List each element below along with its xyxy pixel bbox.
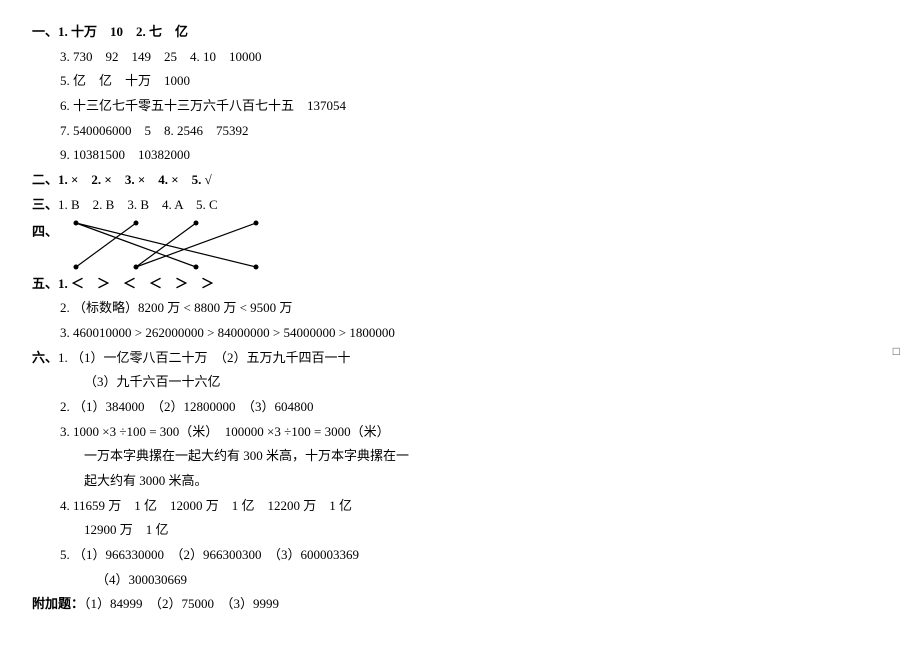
- section-1-line-6: 6. 十三亿七千零五十三万六千八百七十五 137054: [32, 94, 880, 119]
- matching-diagram: [66, 218, 266, 272]
- section-5-line-2: 2. （标数略）8200 万 < 8800 万 < 9500 万: [32, 296, 880, 321]
- section-1-line-9: 9. 10381500 10382000: [32, 143, 880, 168]
- section-1-line-1: 一、1. 十万 10 2. 七 亿: [32, 20, 880, 45]
- section-6-line-1a: 六、1. （1）一亿零八百二十万 （2）五万九千四百一十: [32, 346, 880, 371]
- section-2-label: 二、: [32, 172, 58, 187]
- section-1-label: 一、: [32, 24, 58, 39]
- section-6-label: 六、: [32, 350, 58, 365]
- extra-section: 附加题：（1）84999 （2）75000 （3）9999: [32, 592, 880, 617]
- section-1-line-3: 3. 730 92 149 25 4. 10 10000: [32, 45, 880, 70]
- section-3-label: 三、: [32, 197, 58, 212]
- section-5-line-1: 五、1. ＜ ＞ ＜ ＜ ＞ ＞: [32, 272, 880, 297]
- section-6-line-4a: 4. 11659 万 1 亿 12000 万 1 亿 12200 万 1 亿: [32, 494, 880, 519]
- extra-label: 附加题：: [32, 596, 84, 611]
- section-6-line-1b: （3）九千六百一十六亿: [32, 370, 880, 395]
- section-6-line-5a: 5. （1）966330000 （2）966300300 （3）60000336…: [32, 543, 880, 568]
- section-1-line-5: 5. 亿 亿 十万 1000: [32, 69, 880, 94]
- section-5-label: 五、: [32, 276, 58, 291]
- section-2-content: 1. × 2. × 3. × 4. × 5. √: [58, 172, 212, 187]
- section-2: 二、1. × 2. × 3. × 4. × 5. √: [32, 168, 880, 193]
- extra-content: （1）84999 （2）75000 （3）9999: [84, 596, 279, 611]
- section-6-item-1a: 1. （1）一亿零八百二十万 （2）五万九千四百一十: [58, 350, 351, 365]
- section-6-line-3a: 3. 1000 ×3 ÷100 = 300（米） 100000 ×3 ÷100 …: [32, 420, 880, 445]
- section-6-line-3b: 一万本字典摞在一起大约有 300 米高，十万本字典摞在一: [32, 444, 880, 469]
- section-6-line-2: 2. （1）384000 （2）12800000 （3）604800: [32, 395, 880, 420]
- section-6-line-4b: 12900 万 1 亿: [32, 518, 880, 543]
- section-3-content: 1. B 2. B 3. B 4. A 5. C: [58, 197, 218, 212]
- section-5-line-3: 3. 460010000 > 262000000 > 84000000 > 54…: [32, 321, 880, 346]
- section-5-item-1: 1. ＜ ＞ ＜ ＜ ＞ ＞: [58, 276, 214, 291]
- section-4: 四、: [32, 218, 880, 272]
- section-4-label: 四、: [32, 218, 58, 245]
- section-6-line-5b: （4）300030669: [32, 568, 880, 593]
- section-1-item-1: 1. 十万 10 2. 七 亿: [58, 24, 188, 39]
- section-3: 三、1. B 2. B 3. B 4. A 5. C: [32, 193, 880, 218]
- section-1-line-7: 7. 540006000 5 8. 2546 75392: [32, 119, 880, 144]
- section-6-line-3c: 起大约有 3000 米高。: [32, 469, 880, 494]
- page-marker: □: [893, 340, 900, 363]
